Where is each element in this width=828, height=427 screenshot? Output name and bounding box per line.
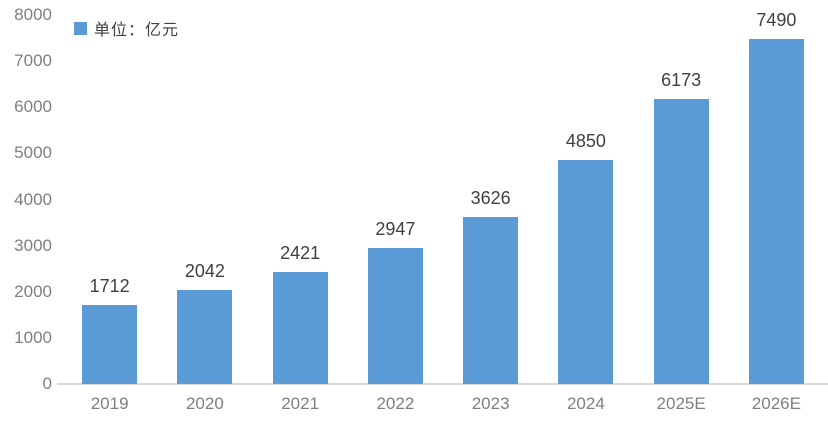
bar-slot: 2421: [253, 0, 348, 384]
bar-value-label: 3626: [470, 188, 511, 208]
y-tick-label: 7000: [14, 51, 52, 71]
bar: [82, 305, 138, 384]
x-tick-label: 2026E: [751, 394, 801, 413]
bar-value-label: 6173: [661, 70, 702, 90]
x-tick-label: 2019: [90, 394, 129, 413]
bar: [558, 160, 614, 384]
bar-slot: 3626: [443, 0, 538, 384]
bar: [272, 272, 328, 384]
y-tick-label: 4000: [14, 189, 52, 209]
y-tick-label: 6000: [14, 97, 52, 117]
bar: [367, 248, 423, 384]
bar-value-label: 2042: [184, 261, 225, 281]
y-tick-label: 8000: [14, 5, 52, 24]
bar-slot: 1712: [62, 0, 157, 384]
x-tick-label: 2022: [376, 394, 415, 413]
x-axis: 2019 2020 2021 2022 2023 2024 2025E 2026E: [62, 393, 824, 415]
y-tick-label: 0: [42, 374, 52, 393]
bar-slot: 6173: [634, 0, 729, 384]
x-tick-label: 2025E: [656, 394, 706, 413]
bar-value-label: 4850: [565, 131, 606, 151]
legend-label: 单位：亿元: [94, 22, 180, 39]
y-tick-label: 3000: [14, 235, 52, 255]
bar-slot: 4850: [538, 0, 633, 384]
x-tick-label: 2023: [471, 394, 510, 413]
y-tick-label: 5000: [14, 143, 52, 163]
x-tick-label: 2021: [281, 394, 320, 413]
bar: [748, 39, 804, 384]
bar-slot: 7490: [729, 0, 824, 384]
plot-area: 1712 2042 2421 2947 3626 4850 6173 7490: [62, 0, 824, 384]
bar-slot: 2947: [348, 0, 443, 384]
bar-slot: 2042: [157, 0, 252, 384]
bar: [177, 290, 233, 384]
x-tick-label: 2024: [566, 394, 605, 413]
legend-swatch-icon: [74, 21, 87, 35]
bar-value-label: 2947: [375, 219, 416, 239]
y-axis: 0 1000 2000 3000 4000 5000 6000 7000 8000: [0, 0, 52, 427]
bar-value-label: 1712: [89, 276, 130, 296]
bar: [653, 99, 709, 384]
bar-value-label: 7490: [756, 10, 797, 30]
x-tick-label: 2020: [185, 394, 224, 413]
bar-value-label: 2421: [280, 243, 321, 263]
chart-legend: 单位：亿元: [74, 16, 179, 40]
bar: [463, 217, 519, 384]
y-tick-label: 2000: [14, 281, 52, 301]
x-axis-line: [57, 383, 828, 385]
y-tick-label: 1000: [14, 327, 52, 347]
